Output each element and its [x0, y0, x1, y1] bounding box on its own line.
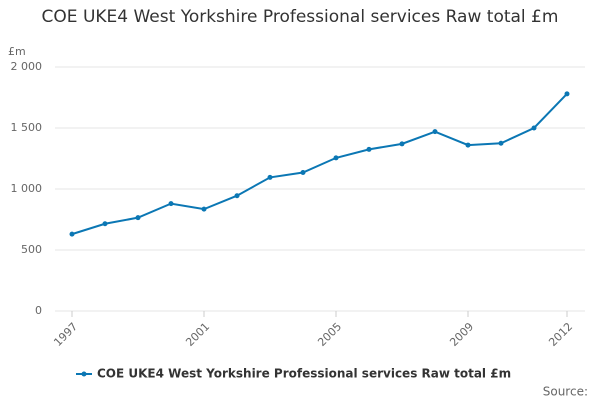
- data-point: [498, 140, 504, 146]
- chart-title: COE UKE4 West Yorkshire Professional ser…: [41, 7, 559, 27]
- y-tick-label: 500: [21, 243, 42, 256]
- x-tick-label: 2001: [183, 320, 212, 349]
- data-point: [366, 146, 372, 152]
- data-point: [102, 221, 108, 227]
- data-point: [69, 231, 75, 237]
- y-tick-label: 1 000: [11, 182, 43, 195]
- legend-marker: [81, 371, 87, 377]
- data-point: [465, 142, 471, 148]
- data-point: [399, 141, 405, 147]
- data-point: [564, 91, 570, 97]
- x-tick-label: 2012: [546, 320, 575, 349]
- y-axis-label: £m: [8, 45, 26, 58]
- data-point: [333, 155, 339, 161]
- x-tick-label: 1997: [51, 320, 80, 349]
- x-tick-label: 2009: [447, 320, 476, 349]
- data-point: [168, 201, 174, 207]
- y-tick-label: 2 000: [11, 60, 43, 73]
- data-point: [234, 193, 240, 199]
- series-line: [71, 93, 568, 236]
- data-point: [201, 206, 207, 212]
- data-point: [135, 215, 141, 221]
- data-point: [300, 170, 306, 176]
- y-tick-label: 0: [35, 304, 42, 317]
- y-tick-label: 1 500: [11, 121, 43, 134]
- source: Source:: [543, 385, 588, 399]
- data-point: [432, 129, 438, 135]
- legend-label: COE UKE4 West Yorkshire Professional ser…: [97, 367, 511, 381]
- data-point: [267, 174, 273, 180]
- data-point: [531, 125, 537, 131]
- x-tick-label: 2005: [315, 320, 344, 349]
